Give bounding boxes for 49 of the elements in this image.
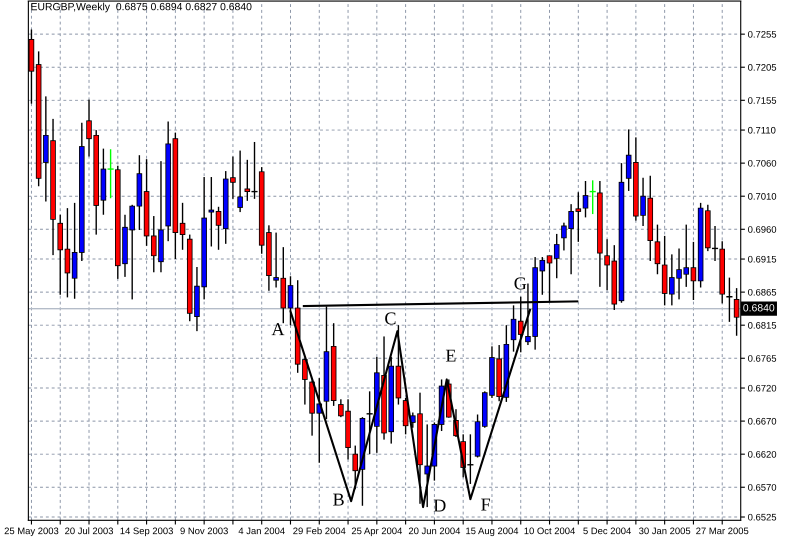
annotation: A [272,323,284,336]
y-tick-label: 0.6670 [748,418,776,425]
y-tick-label: 0.6720 [748,384,776,392]
x-tick-label: 25 May 2003 [4,528,58,536]
x-tick-label: 14 Sep 2003 [120,528,173,536]
candlestick [108,148,114,199]
y-tick-label: 0.6960 [748,226,776,233]
x-tick-label: 30 Jan 2005 [639,528,690,534]
chart-title: EURGBP,Weekly 0.6875 0.6894 0.6827 0.6840 [31,2,252,12]
candlestick [561,222,567,252]
x-tick-label: 29 Feb 2004 [293,527,346,534]
x-tick-label: 27 Mar 2005 [696,528,748,534]
candlestick [366,390,373,455]
x-tick-label: 5 Dec 2004 [583,528,631,534]
y-tick-label: 0.6620 [748,451,776,458]
candlestick [180,202,186,250]
x-tick-label: 10 Oct 2004 [524,528,575,534]
candlestick [237,150,243,213]
x-tick-label: 20 Jun 2004 [408,528,460,534]
y-tick-label: 0.7255 [748,30,776,38]
candlestick [726,276,732,323]
candlestick [582,180,588,218]
y-tick-label: 0.7155 [748,97,776,104]
candlestick [208,176,214,248]
candlestick [654,224,660,275]
annotation: G [514,277,526,290]
y-tick-label: 0.7205 [748,64,776,71]
x-tick-label: 9 Nov 2003 [180,528,228,534]
annotation: C [385,312,396,325]
annotation: B [333,494,344,506]
y-tick-label: 0.6525 [748,514,776,521]
candlestick [338,398,344,418]
annotation: E [446,350,456,362]
x-tick-label: 4 Jan 2004 [238,528,285,534]
x-tick-label: 15 Aug 2004 [466,528,518,536]
candlestick [590,180,596,215]
y-tick-label: 0.7110 [748,126,776,134]
y-tick-label: 0.6915 [748,256,776,263]
ref-line-label: 0.6840 [743,304,774,312]
x-tick-label: 25 Apr 2004 [352,528,402,536]
y-tick-label: 0.7010 [748,193,776,200]
annotation: D [434,500,446,512]
y-tick-label: 0.6570 [748,484,776,491]
y-tick-label: 0.7060 [748,160,776,167]
x-tick-label: 20 Jul 2003 [65,527,114,534]
annotation: F [481,498,490,510]
y-tick-label: 0.6765 [748,355,776,362]
y-tick-label: 0.6865 [748,288,776,296]
y-tick-label: 0.6815 [748,322,776,329]
